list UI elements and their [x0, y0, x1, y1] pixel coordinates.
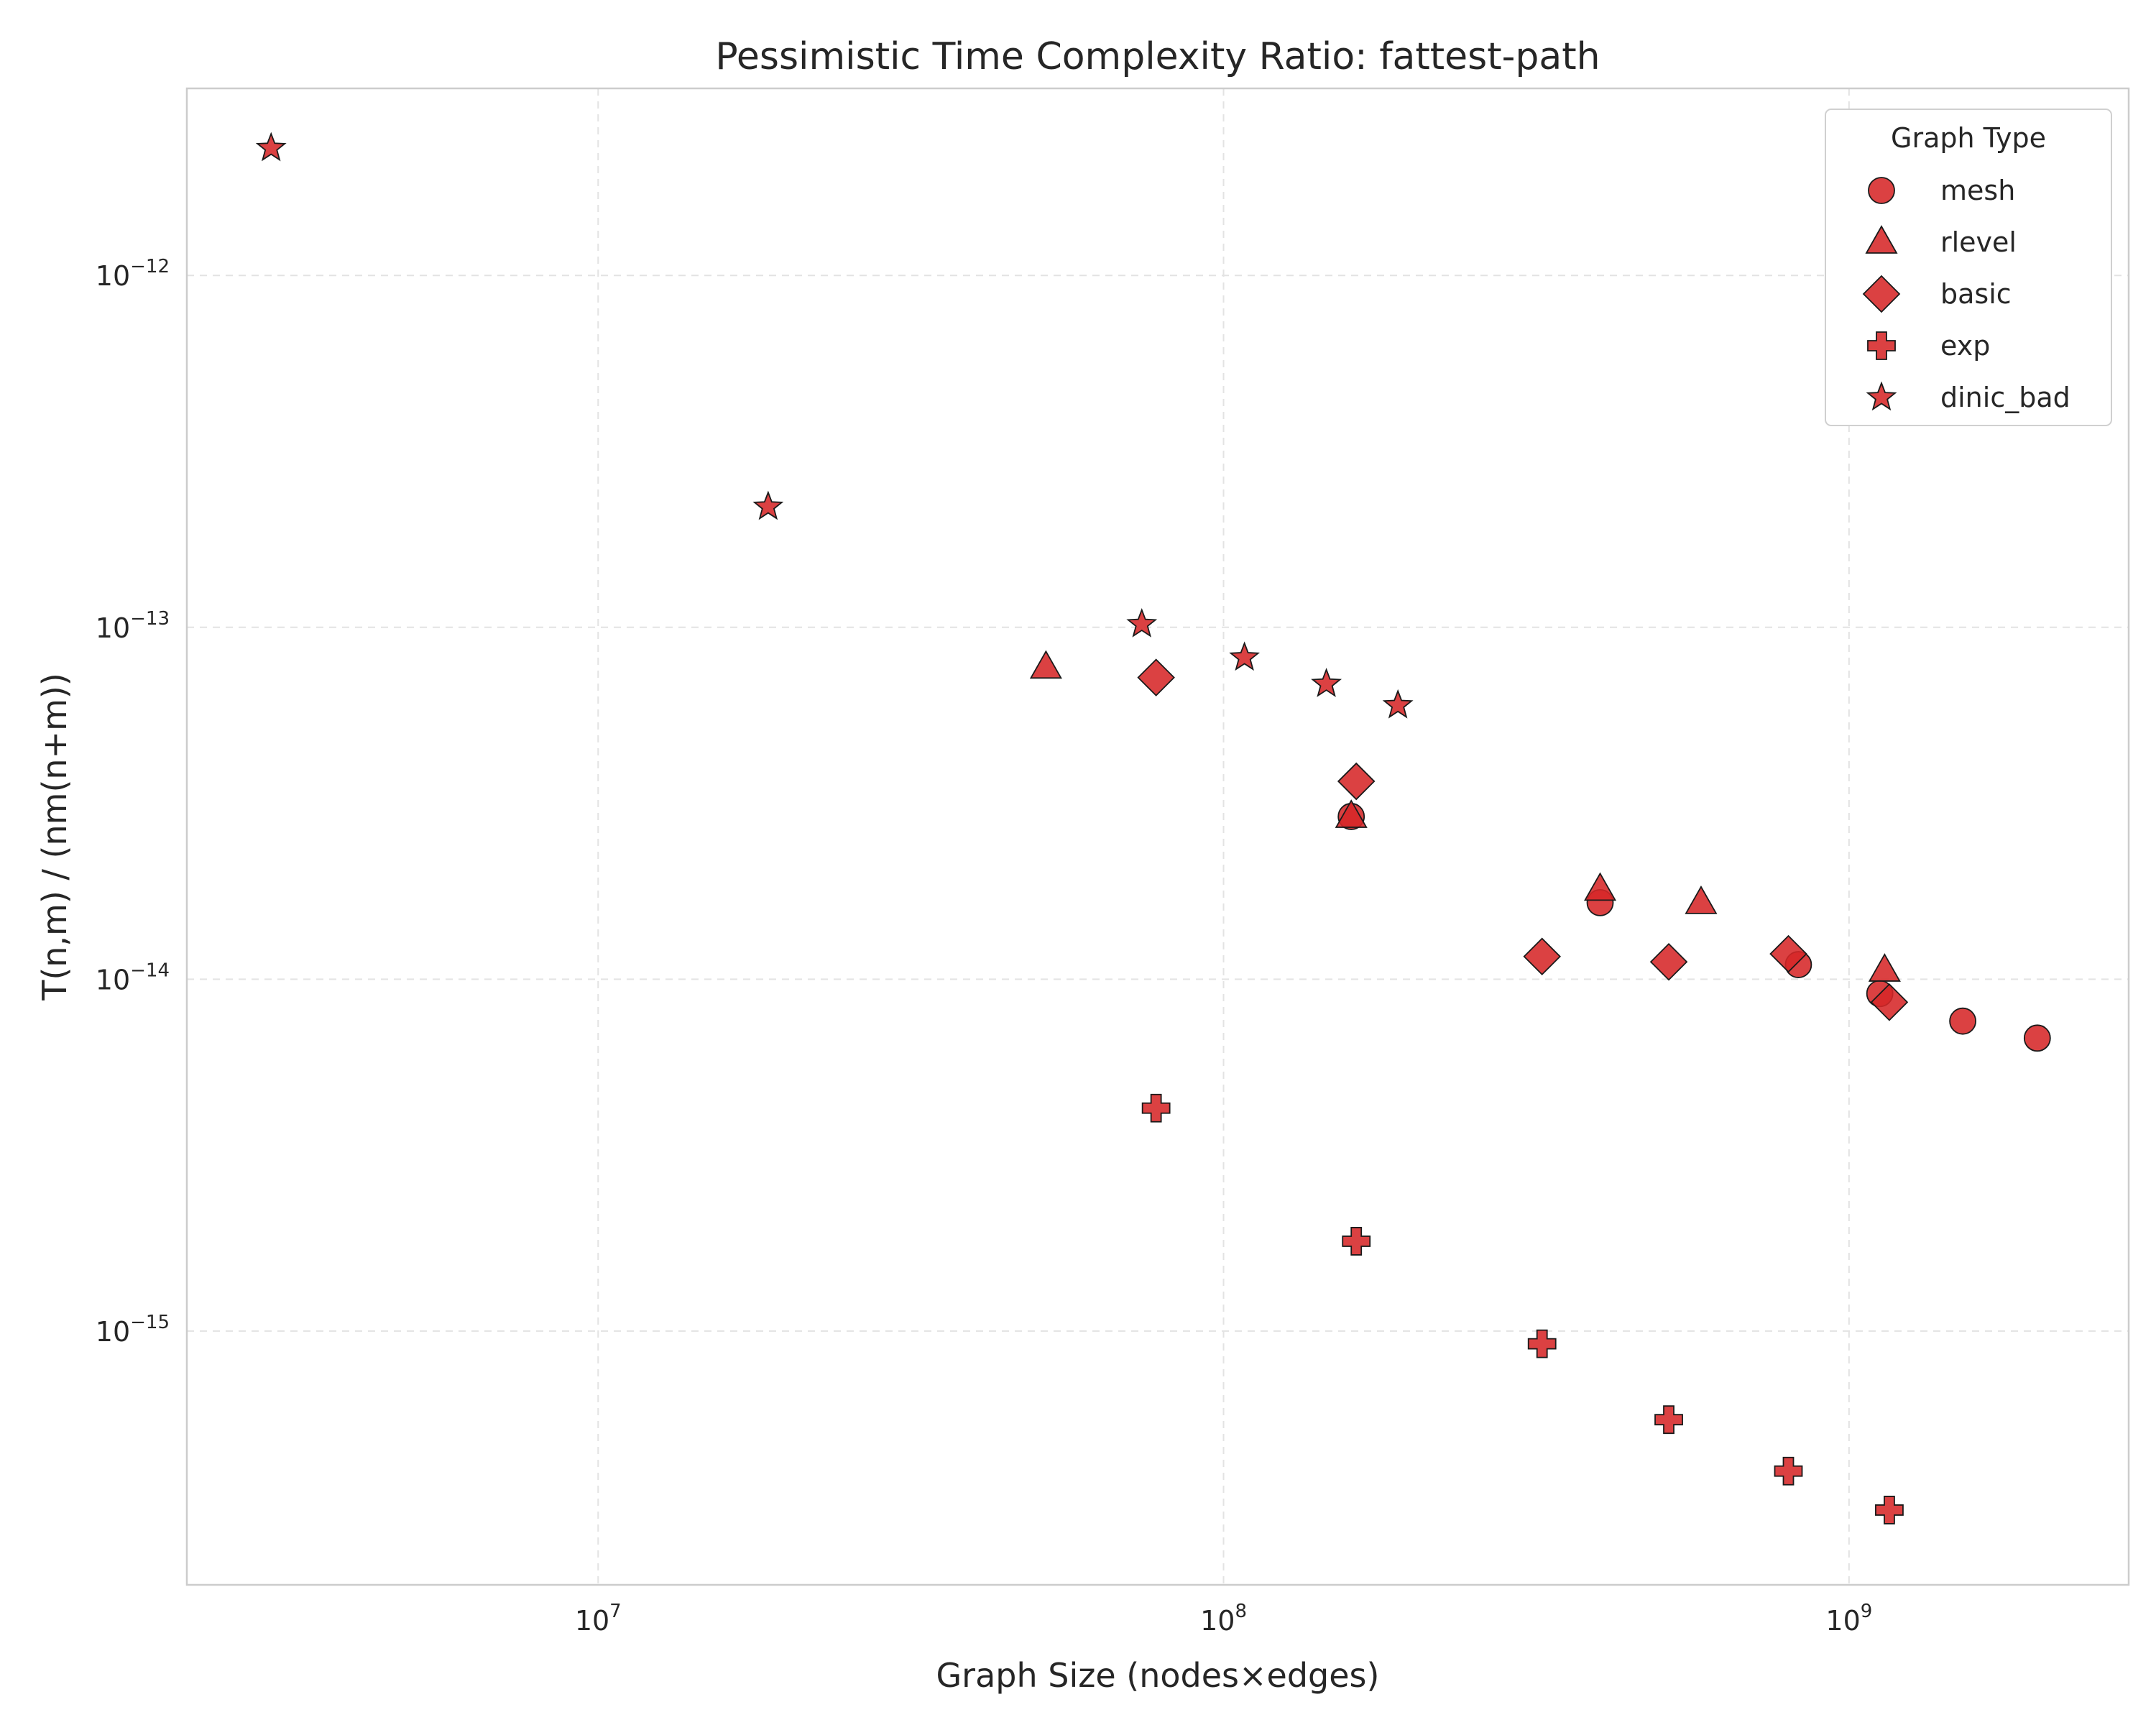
legend-label-exp: exp — [1940, 330, 1990, 362]
x-axis-ticks: 107 108 109 — [575, 1601, 1872, 1637]
series-basic — [1137, 658, 1909, 1021]
legend-label-mesh: mesh — [1940, 175, 2015, 206]
point-mesh — [2023, 1024, 2051, 1052]
y-axis-label: T(n,m) / (nm(n+m)) — [35, 673, 74, 1001]
legend-marker-exp — [1867, 331, 1896, 360]
point-rlevel — [1868, 953, 1901, 982]
point-dinic-bad — [255, 132, 287, 162]
data-points — [255, 132, 2051, 1524]
point-exp — [1141, 1093, 1171, 1123]
point-dinic-bad — [1126, 608, 1158, 638]
y-tick-label: 10−15 — [96, 1312, 170, 1348]
point-exp — [1875, 1496, 1904, 1524]
point-dinic-bad — [1311, 668, 1342, 697]
x-tick-label: 108 — [1200, 1601, 1247, 1637]
point-basic — [1337, 762, 1376, 801]
point-rlevel — [1335, 799, 1368, 828]
point-basic — [1137, 658, 1175, 696]
chart-title: Pessimistic Time Complexity Ratio: fatte… — [715, 35, 1600, 78]
legend-box — [1825, 109, 2112, 426]
legend-label-dinic-bad: dinic_bad — [1940, 382, 2070, 413]
legend-title: Graph Type — [1891, 122, 2046, 154]
legend-marker-basic — [1862, 275, 1901, 313]
point-dinic-bad — [1382, 689, 1414, 719]
legend-marker-mesh — [1868, 177, 1895, 204]
point-dinic-bad — [752, 490, 784, 520]
legend: Graph Type mesh rlevel basic exp dinic_bad — [1825, 109, 2112, 426]
point-rlevel — [1029, 650, 1062, 679]
y-tick-label: 10−14 — [96, 960, 170, 995]
point-basic — [1870, 983, 1909, 1021]
point-basic — [1523, 937, 1561, 976]
series-exp — [1141, 1093, 1904, 1524]
legend-items: mesh rlevel basic exp dinic_bad — [1862, 175, 2070, 413]
legend-marker-rlevel — [1865, 225, 1898, 254]
point-exp — [1342, 1227, 1371, 1256]
point-exp — [1654, 1405, 1683, 1435]
y-axis-ticks: 10−15 10−14 10−13 10−12 — [96, 256, 170, 1348]
point-mesh — [1949, 1007, 1977, 1035]
point-rlevel — [1583, 872, 1617, 901]
legend-marker-dinic-bad — [1866, 381, 1897, 411]
y-tick-label: 10−13 — [96, 608, 170, 644]
point-exp — [1527, 1329, 1557, 1358]
x-axis-label: Graph Size (nodes×edges) — [936, 1656, 1380, 1695]
point-exp — [1774, 1456, 1803, 1486]
series-rlevel — [1029, 650, 1901, 982]
y-tick-label: 10−12 — [96, 256, 170, 292]
x-tick-label: 109 — [1825, 1601, 1872, 1637]
point-basic — [1769, 934, 1807, 973]
legend-label-rlevel: rlevel — [1940, 226, 2017, 258]
point-rlevel — [1685, 886, 1718, 914]
plot-frame — [185, 87, 2130, 1586]
x-tick-label: 107 — [575, 1601, 622, 1637]
series-dinic-bad — [255, 132, 1414, 719]
legend-label-basic: basic — [1940, 278, 2012, 310]
point-dinic-bad — [1229, 641, 1261, 671]
point-basic — [1649, 942, 1688, 981]
